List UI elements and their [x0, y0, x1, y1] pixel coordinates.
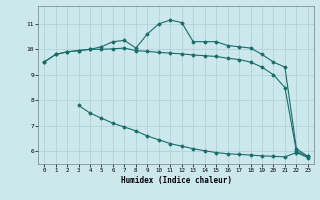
- X-axis label: Humidex (Indice chaleur): Humidex (Indice chaleur): [121, 176, 231, 185]
